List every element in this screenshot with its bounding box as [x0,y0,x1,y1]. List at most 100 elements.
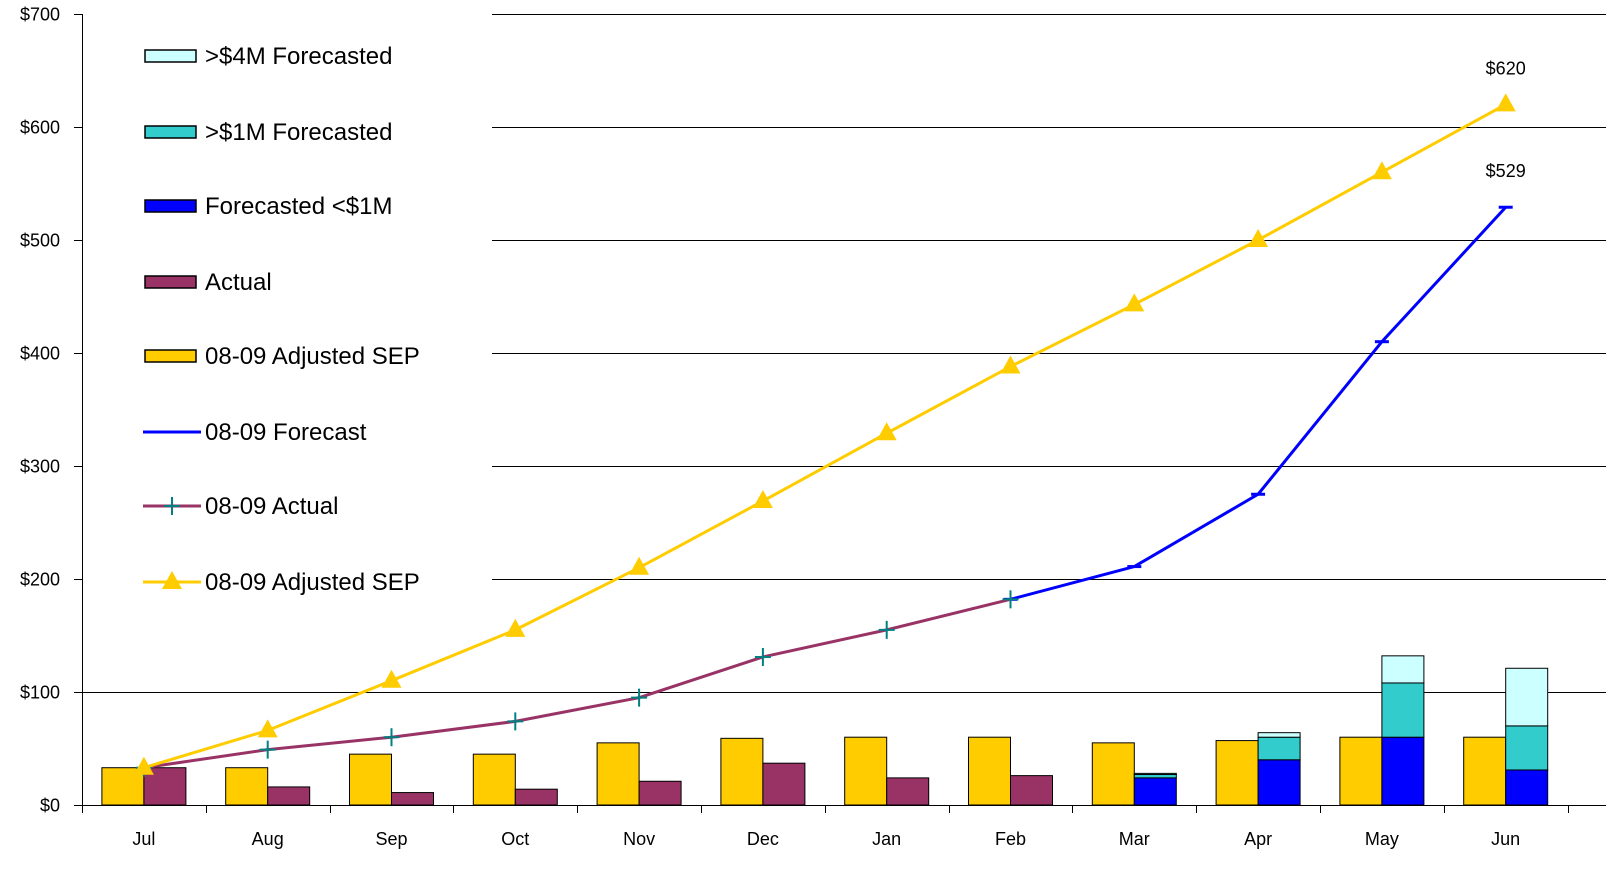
point-08-09-adjusted-sep [1248,229,1269,247]
point-08-09-adjusted-sep [1124,293,1145,312]
point-08-09-adjusted-sep [505,618,526,637]
x-tick-label: Mar [1119,829,1150,849]
legend-item-4m-forecasted: >$4M Forecasted [144,43,392,70]
bar-08-09-adjusted-sep [596,742,640,806]
bar-08-09-adjusted-sep [1339,736,1383,806]
line-08-09-forecast [1010,206,1507,601]
point-08-09-actual [1002,590,1019,609]
y-tick-label: $200 [20,570,60,590]
bar-forecasted-1m [1505,769,1549,806]
line-08-09-adjusted-sep [143,103,1507,770]
point-08-09-adjusted-sep [876,422,897,441]
bar-1m-forecasted [1505,725,1549,771]
x-tick-label: Jun [1491,829,1520,849]
x-tick-label: Jan [872,829,901,849]
bar-1m-forecasted [1133,773,1177,779]
bar-08-09-adjusted-sep [349,753,392,806]
legend-item-08-09-adjusted-sep: 08-09 Adjusted SEP [143,569,420,596]
x-tick-label: Feb [995,829,1026,849]
data-labels: $620 $529 [1486,58,1526,181]
point-08-09-actual [754,647,771,666]
bar-4m-forecasted [1257,732,1301,738]
bar-08-09-adjusted-sep [720,737,764,806]
y-tick-label: $100 [20,683,60,703]
x-tick-label: May [1365,829,1399,849]
bar-actual [514,788,558,806]
legend-label: 08-09 Adjusted SEP [205,569,420,596]
legend-label: 08-09 Forecast [205,419,367,446]
bar-actual [886,777,930,806]
point-08-09-actual [507,712,524,731]
point-08-09-adjusted-sep [1371,161,1392,180]
point-08-09-adjusted-sep [629,556,650,575]
y-tick-label: $300 [20,457,60,477]
legend-label: Actual [205,269,272,296]
line-08-09-actual [143,597,1011,770]
point-08-09-actual [259,740,276,759]
bar-actual [638,780,682,806]
bar-forecasted-1m [1133,777,1177,806]
x-tick-label: Apr [1244,829,1272,849]
legend-item-actual: Actual [144,269,272,296]
bar-08-09-adjusted-sep [1091,742,1135,806]
legend-item-08-09-forecast: 08-09 Forecast [143,419,367,446]
x-tick-label: Nov [623,829,655,849]
legend-label: >$1M Forecasted [205,119,392,146]
bar-actual [267,786,311,806]
legend-item-08-09-adjusted-sep: 08-09 Adjusted SEP [144,343,420,370]
bar-1m-forecasted [1257,736,1301,761]
x-axis-ticks: Jul Aug Sep Oct Nov Dec Jan Feb Mar Apr May Jun [82,805,1569,849]
bar-4m-forecasted [1133,772,1177,775]
gridlines [82,14,1606,693]
bar-08-09-adjusted-sep [472,753,516,806]
legend: >$4M Forecasted >$1M Forecasted Forecasted… [143,43,420,596]
y-tick-label: $0 [40,796,60,816]
legend-swatch [144,275,197,289]
bar-08-09-adjusted-sep [1463,736,1507,806]
data-label: $620 [1486,58,1526,78]
y-tick-label: $700 [20,5,60,25]
point-08-09-adjusted-sep [257,719,278,738]
y-axis-ticks: $0 $100 $200 $300 $400 $500 $600 $700 [20,5,82,816]
x-tick-label: Jul [132,829,155,849]
point-08-09-adjusted-sep [752,490,773,509]
point-08-09-adjusted-sep [1000,355,1021,374]
bar-actual [762,762,806,806]
legend-swatch [144,199,197,213]
point-08-09-actual [383,728,400,747]
y-tick-label: $500 [20,231,60,251]
bar-forecasted-1m [1257,759,1301,806]
point-08-09-adjusted-sep [1495,93,1516,112]
legend-item-1m-forecasted: >$1M Forecasted [144,119,392,146]
legend-marker [162,571,182,589]
bar-08-09-adjusted-sep [968,736,1011,806]
legend-swatch [144,125,197,139]
legend-marker [164,497,180,515]
bar-08-09-adjusted-sep [1215,740,1259,806]
bars [101,655,1549,806]
point-08-09-adjusted-sep [381,669,402,688]
y-tick-label: $600 [20,118,60,138]
point-08-09-actual [631,688,648,707]
legend-label: 08-09 Adjusted SEP [205,343,420,370]
bar-forecasted-1m [1381,736,1425,806]
point-08-09-actual [878,620,895,639]
legend-label: Forecasted <$1M [205,193,392,220]
bar-1m-forecasted [1381,682,1425,738]
point-08-09-adjusted-sep [133,756,154,775]
y-tick-label: $400 [20,344,60,364]
x-tick-label: Dec [747,829,779,849]
legend-label: >$4M Forecasted [205,43,392,70]
x-tick-label: Sep [375,829,407,849]
legend-item-08-09-actual: 08-09 Actual [143,493,338,520]
bar-4m-forecasted [1505,667,1549,727]
legend-label: 08-09 Actual [205,493,338,520]
bar-08-09-adjusted-sep [225,767,269,806]
x-tick-label: Aug [252,829,284,849]
data-label: $529 [1486,161,1526,181]
legend-swatch [144,349,197,363]
lines [133,93,1516,777]
bar-actual [1010,775,1053,806]
bar-4m-forecasted [1381,655,1425,684]
